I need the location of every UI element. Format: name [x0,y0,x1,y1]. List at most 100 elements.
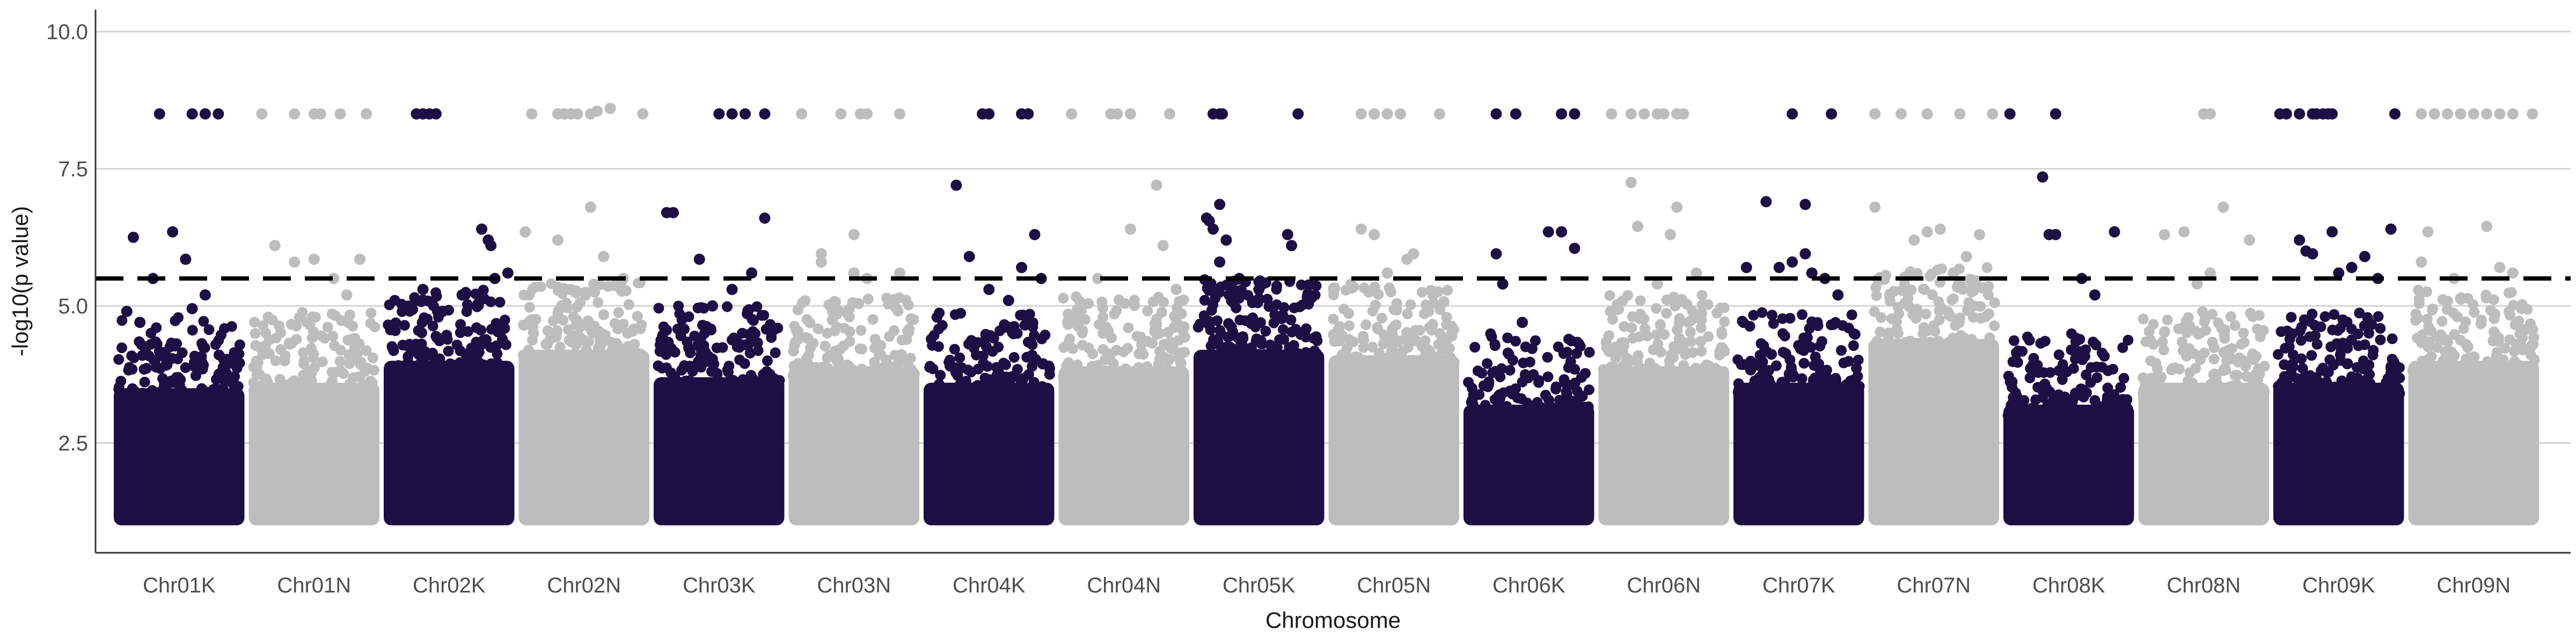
snp-point [1812,317,1823,328]
snp-point [627,326,638,337]
snp-peak-point [1490,248,1502,260]
snp-point [2323,367,2334,378]
snp-point [1164,354,1175,365]
snp-point [1798,357,1810,369]
snp-point [2008,335,2019,346]
snp-point [1618,371,1629,382]
snp-point [844,311,855,323]
snp-point [2024,372,2036,384]
snp-point [1644,357,1656,369]
snp-peak-point [1826,108,1838,120]
snp-point [1285,314,1297,325]
snp-point [682,336,693,347]
snp-point [1224,331,1235,342]
snp-point [1151,313,1162,325]
snp-point [971,349,982,361]
snp-peak-point [1799,199,1811,210]
snp-point [1655,320,1666,331]
snp-point [1577,408,1589,419]
snp-point [2259,361,2270,372]
snp-point [1063,357,1074,368]
snp-point [2385,367,2397,378]
snp-peak-point [759,212,771,224]
snp-point [547,330,558,341]
snp-point [1796,373,1807,384]
snp-point [2037,392,2048,403]
snp-point [162,393,173,405]
y-tick-label: 5.0 [58,295,88,318]
snp-peak-point [1066,108,1078,120]
snp-point [1337,349,1348,360]
snp-point [188,357,200,368]
snp-point [1966,287,1977,298]
snp-peak-point [1773,261,1785,273]
snp-point [1651,329,1662,340]
snp-point [258,320,269,331]
snp-point [2304,316,2315,327]
snp-point [116,315,128,326]
snp-point [2006,401,2017,413]
snp-peak-point [1355,223,1367,235]
snp-point [1560,378,1571,389]
dense-points-chr06n [1598,366,1729,525]
snp-point [1683,371,1694,382]
snp-point [1622,290,1634,301]
snp-point [2504,287,2514,298]
snp-point [217,383,229,394]
snp-point [542,339,553,350]
snp-point [326,367,338,378]
snp-point [2508,299,2519,311]
snp-point [1627,333,1638,344]
snp-point [2155,387,2166,399]
snp-point [2469,306,2480,318]
snp-point [2427,303,2438,314]
snp-peak-point [2326,226,2338,238]
snp-point [1129,295,1140,306]
snp-peak-point [1671,201,1683,213]
snp-peak-point [815,248,827,260]
snp-peak-point [1381,267,1393,279]
snp-peak-point [186,303,198,314]
snp-point [1008,352,1020,363]
snp-point [310,312,321,323]
snp-point [316,330,327,341]
snp-point [2177,336,2187,348]
snp-point [1526,343,1538,354]
snp-point [1358,342,1369,353]
snp-point [355,371,365,382]
snp-point [2158,345,2169,356]
snp-point [1924,270,1935,282]
x-tick-label: Chr06N [1627,574,1701,597]
snp-point [2522,304,2533,315]
snp-peak-point [1282,229,1293,240]
snp-point [822,327,833,339]
snp-point [1600,336,1612,348]
snp-point [2375,386,2386,398]
snp-point [1673,317,1685,328]
snp-peak-point [1124,108,1136,120]
snp-peak-point [2422,226,2434,238]
snp-point [568,311,579,323]
chromosome-chr03k-points [653,108,785,525]
snp-point [1696,314,1707,326]
snp-point [1927,289,1938,301]
snp-point [2103,404,2114,415]
snp-point [1967,341,1978,353]
snp-peak-point [815,256,827,268]
snp-point [1205,340,1217,352]
snp-point [1105,348,1116,360]
snp-point [2025,363,2036,374]
snp-point [2115,382,2126,393]
snp-point [2511,339,2522,350]
snp-peak-point [526,108,538,120]
snp-point [2273,349,2284,360]
snp-point [1329,336,1340,347]
snp-point [2162,314,2173,326]
snp-point [714,381,726,392]
dense-points-chr04k [924,383,1055,525]
snp-point [1716,326,1727,338]
snp-point [1037,381,1048,392]
snp-point [2254,369,2265,380]
snp-point [1194,318,1205,330]
snp-point [317,356,328,368]
